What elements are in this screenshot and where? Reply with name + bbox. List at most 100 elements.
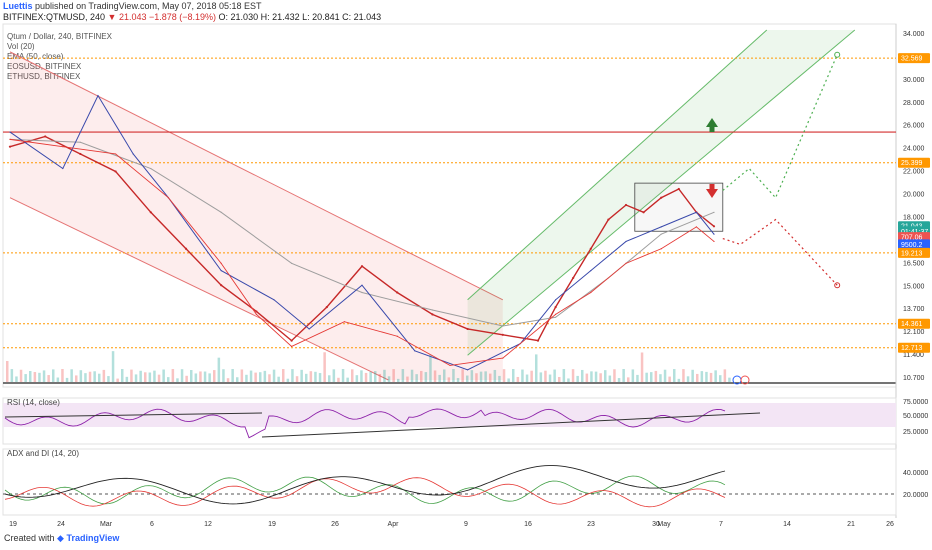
last-change: ▼ 21.043 −1.878 (−8.19%) xyxy=(107,12,217,22)
series-point xyxy=(555,316,557,318)
volume-bar xyxy=(171,369,175,382)
rsi-tick-label: 75.0000 xyxy=(903,399,928,406)
volume-bar xyxy=(240,369,244,382)
adx-tick-label: 20.0000 xyxy=(903,492,928,499)
price-tag-box xyxy=(898,239,930,250)
time-tick-label: 9 xyxy=(464,521,468,528)
adx-title: ADX and DI (14, 20) xyxy=(7,449,80,458)
volume-bar xyxy=(535,354,538,382)
price-tag-label: 19.213 xyxy=(901,250,923,257)
volume-bar xyxy=(29,371,32,382)
down-arrow-icon xyxy=(706,189,718,198)
volume-bar xyxy=(562,369,566,382)
series-point xyxy=(677,187,680,191)
time-tick-label: 7 xyxy=(719,521,723,528)
series-point xyxy=(167,197,169,199)
series-point xyxy=(713,240,715,243)
time-tick-label: 6 xyxy=(150,521,154,528)
volume-bar xyxy=(134,374,138,382)
volume-bar xyxy=(608,375,612,382)
volume-bar xyxy=(567,378,570,382)
series-point xyxy=(273,299,275,301)
volume-bar xyxy=(153,370,156,382)
series-point xyxy=(396,335,398,337)
volume-bar xyxy=(116,378,119,382)
volume-bar xyxy=(489,373,492,382)
series-point xyxy=(150,167,152,170)
volume-bar xyxy=(157,374,161,382)
volume-bar xyxy=(636,374,639,382)
footer: Created with ◆ TradingView xyxy=(4,533,119,544)
volume-bar xyxy=(245,374,248,382)
volume-bar xyxy=(52,369,55,382)
volume-bar xyxy=(364,372,368,382)
volume-bar xyxy=(337,377,340,382)
series-point xyxy=(625,240,627,243)
volume-bar xyxy=(558,376,561,382)
series-point xyxy=(501,333,504,336)
publish-date: published on TradingView.com, May 07, 20… xyxy=(35,1,262,11)
series-point xyxy=(149,211,152,214)
rsi-line-path xyxy=(4,408,726,439)
up-arrow-stem xyxy=(709,127,715,132)
tradingview-brand[interactable]: TradingView xyxy=(66,533,120,543)
price-tick-label: 11.400 xyxy=(903,352,924,359)
series-point xyxy=(625,262,627,264)
volume-bar xyxy=(102,369,106,382)
legend-eth: ETHUSD, BITFINEX xyxy=(7,72,81,81)
volume-bar xyxy=(553,369,556,382)
price-tag-box xyxy=(898,157,930,168)
series-point xyxy=(62,146,64,148)
rsi-tick-label: 50.0000 xyxy=(903,413,928,420)
volume-bar xyxy=(318,373,322,382)
ascending-channel-upper xyxy=(467,29,768,301)
adx-lines xyxy=(4,465,726,508)
volume-bar xyxy=(599,373,602,382)
volume-bar xyxy=(719,375,722,382)
volume-bar xyxy=(282,369,285,382)
event-flag-icon[interactable] xyxy=(740,375,750,385)
volume-bar xyxy=(42,370,46,382)
volume-bar xyxy=(475,373,478,382)
price-tick-label: 28.000 xyxy=(903,100,925,107)
time-tick-label: Mar xyxy=(100,521,113,528)
volume-bar xyxy=(254,372,257,382)
price-tick-label: 16.500 xyxy=(903,260,925,267)
series-point xyxy=(220,262,222,264)
series-point xyxy=(589,247,592,250)
plus-di-line xyxy=(4,475,726,505)
volume-bar xyxy=(709,372,713,382)
volume-bar xyxy=(300,369,303,382)
volume-bar xyxy=(10,369,14,382)
author-name[interactable]: Luettis xyxy=(3,1,33,11)
volume-bar xyxy=(341,369,345,382)
time-tick-label: 26 xyxy=(886,521,894,528)
projection-line xyxy=(722,54,838,199)
price-tag-label: 12.713 xyxy=(901,345,923,352)
series-point xyxy=(572,276,575,280)
volume-bar xyxy=(585,373,589,382)
volume-bar xyxy=(548,374,552,382)
volume-bar xyxy=(268,374,271,382)
volume-bar xyxy=(190,370,193,382)
series-point xyxy=(79,152,82,156)
volume-bar xyxy=(682,369,685,382)
trend-channels xyxy=(9,29,856,381)
volume-bar xyxy=(383,369,386,382)
volume-bar xyxy=(420,370,423,382)
time-tick-label: 24 xyxy=(57,521,65,528)
volume-bar xyxy=(525,374,529,382)
volume-bar xyxy=(696,373,699,382)
volume-bar xyxy=(217,357,221,382)
volume-bar xyxy=(295,376,299,382)
series-line-2 xyxy=(9,94,715,371)
volume-bar xyxy=(723,369,727,382)
volume-bar xyxy=(328,375,331,382)
volume-bar xyxy=(314,371,317,382)
volume-bar xyxy=(502,369,506,382)
volume-bar xyxy=(24,374,27,382)
time-tick-label: 30 xyxy=(652,521,660,528)
descending-channel-upper xyxy=(9,51,504,301)
series-point xyxy=(695,226,698,228)
